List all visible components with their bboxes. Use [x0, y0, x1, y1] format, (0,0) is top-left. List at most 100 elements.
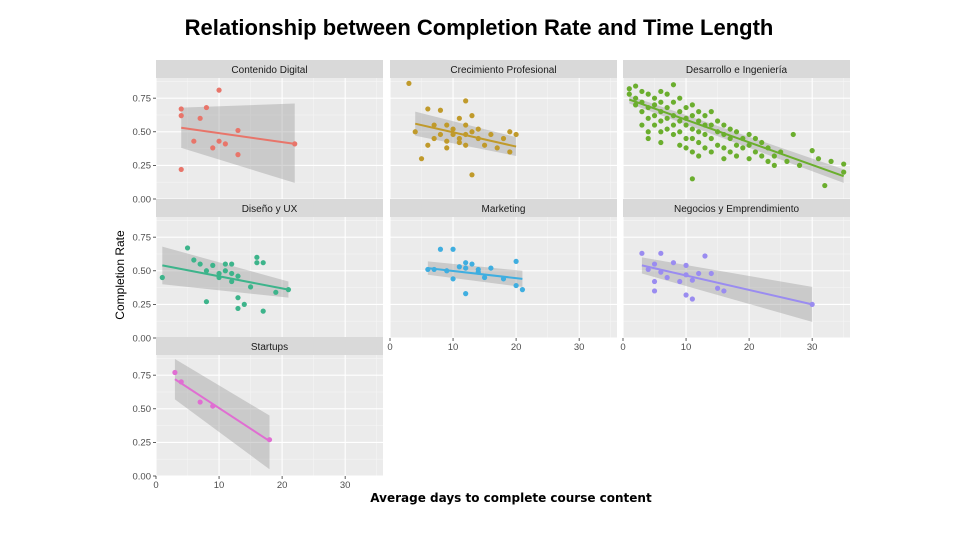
x-tick-label: 30 [807, 342, 818, 353]
data-point [178, 113, 184, 119]
data-point [714, 118, 721, 124]
data-point [677, 95, 683, 101]
data-point [784, 158, 790, 164]
data-point [254, 254, 260, 260]
data-point [664, 115, 670, 121]
data-point [463, 98, 469, 104]
data-point [841, 169, 847, 175]
x-tick-label: 10 [448, 342, 459, 353]
data-point [178, 106, 184, 112]
data-point [463, 265, 469, 271]
data-point [463, 142, 469, 148]
data-point [645, 91, 651, 97]
data-point [696, 118, 702, 124]
data-point [500, 135, 507, 142]
data-point [437, 246, 444, 252]
data-point [721, 145, 727, 151]
data-point [752, 149, 759, 155]
data-point [216, 87, 222, 93]
y-tick-label: 0.75 [133, 93, 152, 104]
data-point [828, 158, 834, 164]
data-point [639, 109, 645, 115]
data-point [746, 156, 752, 162]
data-point [469, 129, 475, 135]
data-point [765, 158, 771, 164]
data-point [677, 129, 683, 135]
data-point [210, 262, 216, 268]
data-point [450, 126, 456, 132]
data-point [658, 139, 664, 146]
gridlines [622, 78, 850, 200]
data-point [677, 109, 683, 115]
data-point [210, 145, 216, 151]
data-point [689, 102, 695, 108]
panel-diseno-y-ux: Diseño y UX 0.00 0.25 0.50 0.75 [133, 199, 383, 344]
data-point [444, 145, 450, 151]
data-point [260, 308, 266, 314]
data-point [191, 138, 197, 144]
data-point [254, 260, 260, 266]
gridlines [622, 217, 850, 339]
data-point [235, 152, 241, 158]
panel-marketing: Marketing 0 10 20 30 [387, 199, 617, 353]
data-point [178, 166, 184, 173]
data-point [689, 135, 695, 142]
facet-strip [156, 60, 383, 78]
chart-title: Relationship between Completion Rate and… [185, 15, 774, 40]
data-point [494, 145, 500, 151]
trend-line [181, 126, 295, 145]
y-axis-label: Completion Rate [113, 230, 127, 320]
data-point [651, 288, 658, 294]
data-point [708, 149, 714, 155]
data-point [664, 91, 670, 97]
data-point [696, 270, 702, 277]
trend-line [641, 264, 813, 306]
data-point [708, 122, 714, 128]
y-tick-label: 0.50 [133, 266, 152, 277]
data-point [191, 257, 197, 263]
data-point [639, 88, 645, 95]
data-point [651, 113, 658, 119]
data-point [235, 127, 241, 134]
panel-startups: Startups 0.00 0.25 0.50 0.75 0 10 20 30 [133, 337, 383, 491]
data-point [721, 156, 727, 162]
facet-panels: Contenido Digital 0.00 0.25 0.50 0.75 Crecimi… [133, 60, 850, 491]
data-point [437, 107, 444, 113]
data-point [721, 288, 727, 294]
data-point [683, 145, 689, 151]
trend-line [628, 98, 845, 178]
data-point [450, 276, 456, 282]
data-point [670, 260, 677, 266]
data-point [696, 129, 702, 135]
data-point [841, 161, 847, 167]
trend-line [415, 122, 517, 148]
y-tick-label: 0.00 [133, 194, 152, 205]
data-point [645, 115, 651, 121]
data-point [759, 139, 765, 146]
data-point [664, 104, 670, 111]
data-point [702, 131, 708, 138]
data-point [229, 278, 235, 285]
data-point [488, 265, 494, 271]
data-point [469, 113, 475, 119]
data-point [727, 126, 733, 132]
data-point [197, 399, 203, 405]
x-tick-label: 0 [620, 342, 625, 353]
trend-line [162, 264, 289, 291]
data-point [626, 86, 632, 92]
trend-line [174, 378, 271, 442]
data-point [670, 122, 677, 128]
data-point [222, 261, 228, 267]
x-tick-label: 10 [681, 342, 692, 353]
data-point [444, 138, 450, 144]
data-point [771, 153, 777, 159]
data-point [677, 142, 683, 148]
confidence-band [629, 95, 844, 183]
data-point [444, 122, 450, 128]
data-point [633, 102, 639, 108]
data-point [670, 82, 677, 88]
facet-label: Crecimiento Profesional [450, 65, 556, 76]
data-point [475, 126, 481, 132]
data-point [463, 122, 469, 128]
